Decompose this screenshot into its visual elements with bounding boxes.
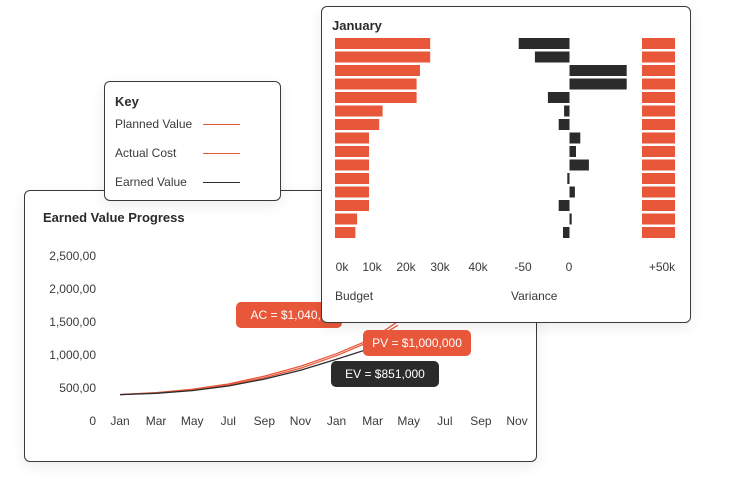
variance-bar [519, 38, 570, 49]
variance-right-bar [642, 227, 675, 238]
variance-bar [567, 173, 569, 184]
variance-right-bar [642, 214, 675, 225]
x-tick-label: Jan [110, 414, 129, 428]
variance-bar [570, 187, 575, 198]
key-label-earned-value: Earned Value [115, 175, 187, 189]
variance-right-bar [642, 38, 675, 49]
budget-axis-label: Budget [335, 289, 374, 303]
budget-bar [335, 106, 383, 117]
variance-bar [564, 106, 569, 117]
variance-bar [559, 200, 570, 211]
y-tick-label: 1,000,00 [49, 348, 96, 362]
variance-right-bar [642, 92, 675, 103]
x-tick-label: Mar [146, 414, 167, 428]
variance-right-bar [642, 52, 675, 63]
y-tick-label: 2,500,00 [49, 249, 96, 263]
variance-right-bar [642, 133, 675, 144]
variance-bar [570, 146, 577, 157]
x-tick-label: Jul [437, 414, 452, 428]
budget-bar [335, 227, 355, 238]
variance-right-bar [642, 79, 675, 90]
variance-right-bar [642, 187, 675, 198]
variance-right-bar [642, 65, 675, 76]
legend-key-card: Key Planned Value Actual Cost Earned Val… [104, 81, 281, 201]
variance-bar [570, 160, 589, 171]
x-tick-label: Jan [327, 414, 346, 428]
budget-bar [335, 160, 369, 171]
budget-bar [335, 214, 357, 225]
budget-bar [335, 38, 430, 49]
budget-tick-label: 30k [430, 260, 450, 274]
variance-bar [548, 92, 570, 103]
x-tick-label: Nov [290, 414, 311, 428]
variance-bar [570, 79, 627, 90]
budget-bar [335, 119, 379, 130]
budget-bar [335, 79, 417, 90]
variance-bar [570, 133, 581, 144]
x-tick-label: Sep [470, 414, 492, 428]
january-budget-card: January 0k 10k 20k 30k 40k Budget -50 0 +50k Vari… [321, 6, 691, 323]
variance-right-bar [642, 160, 675, 171]
budget-tick-label: 20k [396, 260, 416, 274]
y-tick-label: 500,00 [59, 381, 96, 395]
key-swatch-actual-cost [203, 153, 240, 154]
variance-right-bar [642, 106, 675, 117]
variance-bar [570, 214, 572, 225]
budget-tick-label: 40k [468, 260, 488, 274]
x-tick-label: Nov [506, 414, 527, 428]
budget-bar [335, 187, 369, 198]
x-tick-label: Mar [362, 414, 383, 428]
x-tick-label: May [181, 414, 204, 428]
budget-bar [335, 200, 369, 211]
variance-axis-label: Variance [511, 289, 558, 303]
y-tick-label: 1,500,00 [49, 315, 96, 329]
january-bar-charts: 0k 10k 20k 30k 40k Budget -50 0 +50k Variance [322, 7, 692, 324]
x-tick-label: Jul [221, 414, 236, 428]
variance-tick-label: +50k [649, 260, 676, 274]
variance-bar [570, 65, 627, 76]
key-title: Key [115, 94, 139, 109]
x-tick-label: Sep [254, 414, 276, 428]
y-tick-label: 0 [89, 414, 96, 428]
earned-value-callout: EV = $851,000 [331, 361, 439, 387]
budget-bar [335, 92, 417, 103]
variance-tick-label: -50 [514, 260, 532, 274]
budget-tick-label: 0k [336, 260, 350, 274]
key-label-actual-cost: Actual Cost [115, 146, 176, 160]
variance-bar [559, 119, 570, 130]
key-swatch-planned-value [203, 124, 240, 125]
variance-right-bar [642, 146, 675, 157]
variance-tick-label: 0 [566, 260, 573, 274]
variance-right-bar [642, 200, 675, 211]
variance-right-bar [642, 173, 675, 184]
key-label-planned-value: Planned Value [115, 117, 192, 131]
variance-bar [563, 227, 570, 238]
budget-bar [335, 133, 369, 144]
key-swatch-earned-value [203, 182, 240, 183]
budget-bar [335, 146, 369, 157]
budget-tick-label: 10k [362, 260, 382, 274]
y-tick-label: 2,000,00 [49, 282, 96, 296]
budget-bar [335, 173, 369, 184]
budget-bar [335, 65, 420, 76]
budget-bar [335, 52, 430, 63]
variance-bar [535, 52, 570, 63]
variance-right-bar [642, 119, 675, 130]
x-tick-label: May [397, 414, 420, 428]
planned-value-callout: PV = $1,000,000 [363, 330, 471, 356]
